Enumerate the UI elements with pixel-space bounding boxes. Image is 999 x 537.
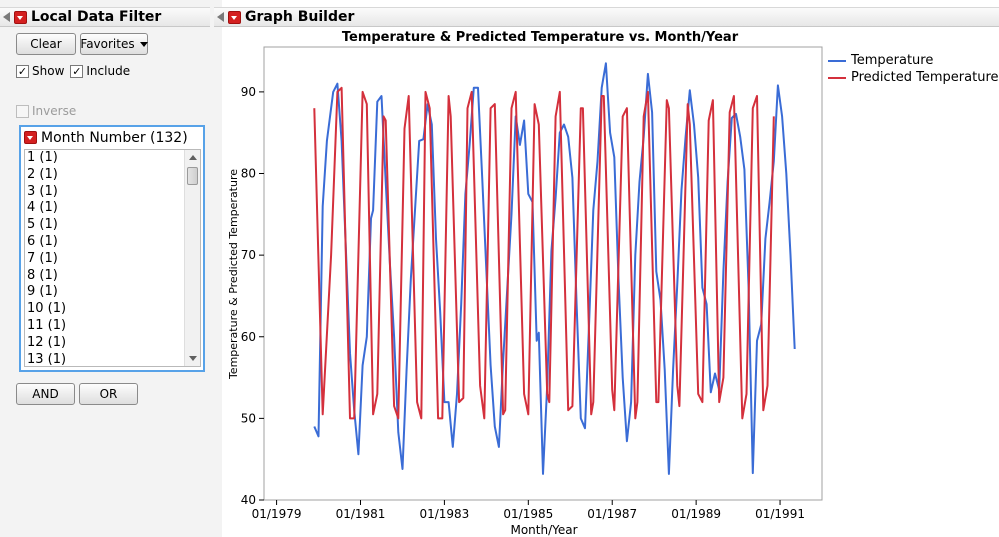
include-label: Include (86, 64, 131, 78)
collapse-triangle-icon[interactable] (217, 12, 224, 22)
chart-legend: Temperature Predicted Temperature (828, 52, 999, 86)
list-item[interactable]: 5 (1) (27, 217, 58, 233)
local-data-filter-header: Local Data Filter (0, 7, 210, 27)
scroll-up-arrow-icon[interactable] (189, 155, 197, 160)
scroll-down-arrow-icon[interactable] (189, 356, 197, 361)
y-tick-label: 60 (241, 330, 256, 344)
clear-button-label: Clear (30, 37, 62, 51)
clear-button[interactable]: Clear (16, 33, 76, 55)
y-tick-label: 90 (241, 85, 256, 99)
list-item[interactable]: 4 (1) (27, 200, 58, 216)
x-tick-label: 01/1989 (671, 507, 721, 521)
list-item[interactable]: 7 (1) (27, 250, 58, 266)
y-axis-label: Temperature & Predicted Temperature (227, 169, 240, 380)
x-tick-label: 01/1991 (755, 507, 805, 521)
series-line-predicted-temperature (313, 86, 775, 420)
month-number-filter: Month Number (132) 1 (1) 2 (1) 3 (1) 4 (1) 5… (19, 125, 205, 372)
y-tick-label: 50 (241, 411, 256, 425)
or-button-label: OR (99, 387, 118, 401)
y-tick-label: 80 (241, 167, 256, 181)
list-item[interactable]: 11 (1) (27, 317, 67, 333)
list-item[interactable]: 12 (1) (27, 334, 67, 350)
list-item[interactable]: 10 (1) (27, 301, 67, 317)
month-number-list[interactable]: 1 (1) 2 (1) 3 (1) 4 (1) 5 (1) 6 (1) 7 (1) 8 (1)… (24, 149, 201, 367)
plot-frame (263, 46, 823, 501)
or-button[interactable]: OR (79, 383, 138, 405)
collapse-triangle-icon[interactable] (3, 12, 10, 22)
legend-swatch-predicted (828, 76, 846, 79)
inverse-label: Inverse (32, 104, 77, 118)
list-item[interactable]: 6 (1) (27, 233, 58, 249)
scroll-thumb[interactable] (187, 167, 198, 185)
filter-title: Month Number (132) (41, 129, 188, 146)
y-tick-label: 40 (241, 493, 256, 507)
list-items-container: 1 (1) 2 (1) 3 (1) 4 (1) 5 (1) 6 (1) 7 (1) 8 (1)… (25, 150, 200, 367)
legend-item-predicted[interactable]: Predicted Temperature (828, 69, 999, 86)
list-item[interactable]: 3 (1) (27, 183, 58, 199)
favorites-button-label: Favorites (80, 37, 135, 51)
filter-header: Month Number (132) (21, 127, 203, 148)
inverse-row: Inverse (16, 104, 76, 118)
inverse-checkbox[interactable] (16, 104, 29, 118)
graph-builder-title: Graph Builder (245, 9, 355, 25)
legend-label-predicted: Predicted Temperature (851, 70, 999, 85)
list-scrollbar[interactable] (184, 150, 200, 366)
legend-item-temperature[interactable]: Temperature (828, 52, 999, 69)
x-tick-label: 01/1981 (336, 507, 386, 521)
chart-series (313, 62, 796, 475)
and-button-label: AND (32, 387, 59, 401)
red-triangle-menu-icon[interactable] (228, 10, 241, 24)
legend-label-temperature: Temperature (851, 53, 934, 68)
graph-builder-header: Graph Builder (214, 7, 999, 27)
series-line-temperature (313, 62, 796, 475)
legend-swatch-temperature (828, 59, 846, 62)
x-tick-label: 01/1983 (419, 507, 469, 521)
list-item[interactable]: 8 (1) (27, 267, 58, 283)
chart-axes: 40 50 60 70 80 90 01/1979 01/1981 01/1983 01/1985… (241, 46, 823, 521)
local-data-filter-panel: Local Data Filter Clear Favorites ✓ Show… (0, 0, 222, 537)
list-item[interactable]: 1 (1) (27, 150, 58, 165)
include-checkbox[interactable]: ✓ (70, 64, 84, 78)
x-tick-label: 01/1987 (587, 507, 637, 521)
list-item[interactable]: 2 (1) (27, 166, 58, 182)
x-axis-label: Month/Year (510, 523, 577, 537)
chart-title: Temperature & Predicted Temperature vs. … (341, 30, 739, 45)
red-triangle-menu-icon[interactable] (14, 10, 27, 24)
show-include-row: ✓ Show ✓ Include (16, 64, 130, 78)
x-tick-label: 01/1979 (252, 507, 302, 521)
favorites-button[interactable]: Favorites (80, 33, 148, 55)
and-button[interactable]: AND (16, 383, 75, 405)
y-tick-label: 70 (241, 248, 256, 262)
list-item[interactable]: 13 (1) (27, 351, 67, 367)
red-triangle-menu-icon[interactable] (24, 131, 37, 144)
list-item[interactable]: 9 (1) (27, 284, 58, 300)
dropdown-arrow-icon (139, 41, 148, 47)
show-label: Show (32, 64, 65, 78)
x-tick-label: 01/1985 (503, 507, 553, 521)
show-checkbox[interactable]: ✓ (16, 64, 29, 78)
panel-title: Local Data Filter (31, 9, 162, 25)
